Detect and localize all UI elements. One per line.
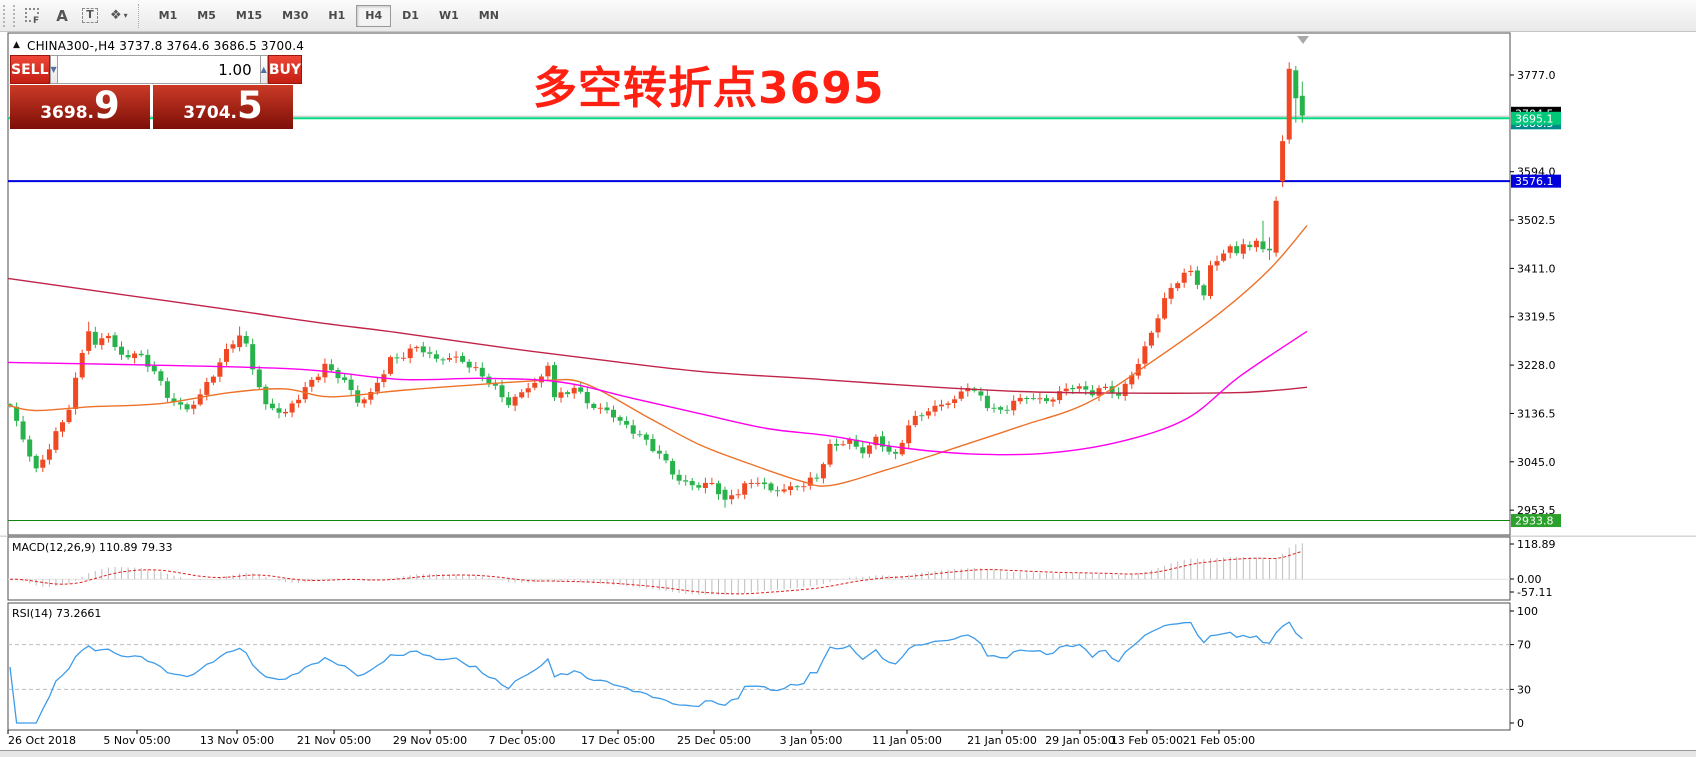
ma-magenta-line bbox=[7, 330, 1308, 456]
svg-text:F: F bbox=[33, 16, 39, 25]
time-axis-label: 26 Oct 2018 bbox=[8, 734, 76, 747]
timeframe-button-M5[interactable]: M5 bbox=[188, 5, 225, 27]
price-tick-label: 3319.5 bbox=[1517, 311, 1556, 324]
volume-increase-button[interactable]: ▲ bbox=[259, 55, 268, 84]
symbol-collapse-icon[interactable]: ▲ bbox=[13, 40, 20, 50]
bid-price-pips: 9 bbox=[94, 84, 120, 127]
rsi-axis-label: 0 bbox=[1517, 717, 1524, 730]
price-tick-label: 3136.5 bbox=[1517, 407, 1556, 420]
rsi-indicator-label: RSI(14) 73.2661 bbox=[12, 607, 102, 620]
textbox-tool-button[interactable]: T bbox=[78, 4, 102, 28]
letter-t-icon: T bbox=[82, 8, 98, 23]
chart-annotation-text: 多空转折点3695 bbox=[533, 63, 885, 114]
grid-f-icon[interactable]: F bbox=[20, 4, 46, 28]
time-axis-label: 21 Jan 05:00 bbox=[967, 734, 1037, 747]
bid-price-main: 3698 bbox=[40, 103, 88, 123]
price-tick-label: 3777.0 bbox=[1517, 69, 1556, 82]
panel-separator[interactable] bbox=[0, 535, 1696, 538]
turning-point-price-label: 3695.1 bbox=[1515, 112, 1554, 125]
macd-axis-label: 0.00 bbox=[1517, 573, 1542, 586]
time-axis-label: 3 Jan 05:00 bbox=[780, 734, 843, 747]
shapes-icon: ❖ bbox=[110, 8, 122, 23]
time-axis-label: 29 Nov 05:00 bbox=[393, 734, 467, 747]
price-tick-label: 3228.0 bbox=[1517, 359, 1556, 372]
toolbar: F A T ❖ ▾ M1 M5 M15 M30 H1 H4 D1 W1 MN bbox=[0, 0, 1696, 32]
price-tick-label: 3411.0 bbox=[1517, 262, 1556, 275]
rsi-axis-label: 70 bbox=[1517, 639, 1531, 652]
bid-price-dot: . bbox=[87, 103, 95, 123]
time-axis-label: 13 Nov 05:00 bbox=[200, 734, 274, 747]
one-click-trade-panel: SELL ▼ ▲ BUY 3698 .9 3704 .5 bbox=[10, 55, 302, 129]
timeframe-button-D1[interactable]: D1 bbox=[393, 5, 428, 27]
macd-histogram bbox=[16, 543, 1303, 595]
letter-a-icon: A bbox=[56, 6, 68, 25]
time-axis-label: 21 Nov 05:00 bbox=[297, 734, 371, 747]
timeframe-button-MN[interactable]: MN bbox=[470, 5, 508, 27]
grid-dots-icon: F bbox=[25, 7, 39, 25]
shapes-tool-button[interactable]: ❖ ▾ bbox=[106, 4, 132, 28]
macd-axis-label: -57.11 bbox=[1517, 586, 1552, 599]
ma-slow-line bbox=[7, 277, 1308, 394]
resistance-price-label: 3576.1 bbox=[1515, 175, 1554, 188]
support-price-label: 2933.8 bbox=[1515, 515, 1554, 528]
time-axis-label: 25 Dec 05:00 bbox=[677, 734, 751, 747]
buy-button[interactable]: BUY bbox=[267, 55, 302, 84]
ask-price-dot: . bbox=[230, 103, 238, 123]
ask-price-display[interactable]: 3704 .5 bbox=[153, 85, 293, 129]
timeframe-button-W1[interactable]: W1 bbox=[430, 5, 468, 27]
macd-signal-line bbox=[9, 550, 1303, 595]
time-axis-label: 17 Dec 05:00 bbox=[581, 734, 655, 747]
timeframe-button-H4[interactable]: H4 bbox=[356, 4, 392, 27]
timeframe-button-group: M1 M5 M15 M30 H1 H4 D1 W1 MN bbox=[149, 4, 509, 27]
toolbar-separator bbox=[137, 3, 145, 28]
ask-price-pips: 5 bbox=[237, 84, 263, 127]
volume-input[interactable] bbox=[57, 55, 260, 84]
support-price-label-bg bbox=[1511, 514, 1561, 528]
time-axis-label: 13 Feb 05:00 bbox=[1111, 734, 1183, 747]
macd-axis-label: 118.89 bbox=[1517, 538, 1556, 551]
rsi-axis-label: 100 bbox=[1517, 605, 1538, 618]
rsi-axis-label: 30 bbox=[1517, 683, 1531, 696]
volume-decrease-button[interactable]: ▼ bbox=[49, 55, 58, 84]
down-candle-wicks bbox=[9, 66, 1303, 508]
ask-price-main: 3704 bbox=[183, 103, 231, 123]
chevron-down-icon: ▾ bbox=[123, 11, 128, 20]
timeframe-button-H1[interactable]: H1 bbox=[319, 5, 354, 27]
timeframe-button-M15[interactable]: M15 bbox=[227, 5, 271, 27]
turning-point-price-label-bg bbox=[1511, 111, 1561, 125]
chart-ohlc-header: CHINA300-,H4 3737.8 3764.6 3686.5 3700.4 bbox=[27, 39, 305, 53]
toolbar-drag-handle[interactable] bbox=[3, 4, 15, 27]
text-label-tool-button[interactable]: A bbox=[50, 4, 74, 28]
sell-button[interactable]: SELL bbox=[10, 55, 50, 84]
time-axis-label: 7 Dec 05:00 bbox=[489, 734, 556, 747]
price-tick-label: 3045.0 bbox=[1517, 456, 1556, 469]
rsi-plot-area[interactable] bbox=[7, 602, 1511, 731]
bid-price-display[interactable]: 3698 .9 bbox=[10, 85, 150, 129]
down-candle-bodies bbox=[7, 70, 1305, 500]
time-axis-label: 11 Jan 05:00 bbox=[872, 734, 942, 747]
macd-plot-area[interactable] bbox=[7, 536, 1511, 601]
window-bottom-edge bbox=[0, 750, 1696, 757]
time-axis-label: 21 Feb 05:00 bbox=[1183, 734, 1255, 747]
chart-shift-marker-icon[interactable] bbox=[1297, 36, 1309, 44]
macd-indicator-label: MACD(12,26,9) 110.89 79.33 bbox=[12, 541, 173, 554]
ma-medium-line bbox=[7, 225, 1308, 487]
time-axis-label: 5 Nov 05:00 bbox=[103, 734, 170, 747]
timeframe-button-M30[interactable]: M30 bbox=[273, 5, 317, 27]
timeframe-button-M1[interactable]: M1 bbox=[150, 5, 187, 27]
time-axis-label: 29 Jan 05:00 bbox=[1045, 734, 1115, 747]
up-candle-wicks bbox=[42, 62, 1290, 505]
resistance-price-label-bg bbox=[1511, 174, 1561, 188]
price-tick-label: 3502.5 bbox=[1517, 214, 1556, 227]
price-tick-label: 2953.5 bbox=[1517, 504, 1556, 517]
rsi-line bbox=[9, 621, 1303, 724]
